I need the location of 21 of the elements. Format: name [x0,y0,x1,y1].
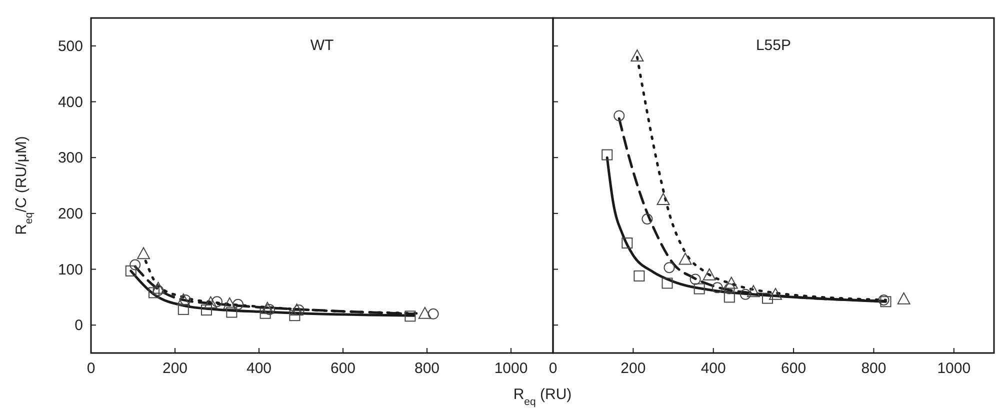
x-tick-label: 0 [86,360,96,377]
x-tick-label: 400 [246,360,272,377]
x-tick-label: 200 [620,360,646,377]
x-tick-label: 800 [414,360,440,377]
x-tick-label: 0 [548,360,558,377]
x-tick-label: 400 [700,360,726,377]
y-tick-label: 400 [58,94,83,111]
x-tick-label: 600 [330,360,356,377]
y-tick-label: 200 [58,205,83,222]
x-tick-label: 600 [781,360,806,377]
y-tick-label: 100 [58,261,83,278]
x-tick-label: 1000 [494,360,528,377]
x-axis-title: R$_{eq}$ (RU) [513,386,572,408]
x-tick-label: 800 [861,360,886,377]
y-tick-label: 0 [74,317,83,334]
y-tick-label: 300 [58,150,83,167]
x-tick-label: 200 [162,360,188,377]
text: L55P [756,37,792,54]
y-tick-label: 500 [58,38,83,55]
text: WT [310,37,334,54]
x-tick-label: 1000 [937,360,971,377]
